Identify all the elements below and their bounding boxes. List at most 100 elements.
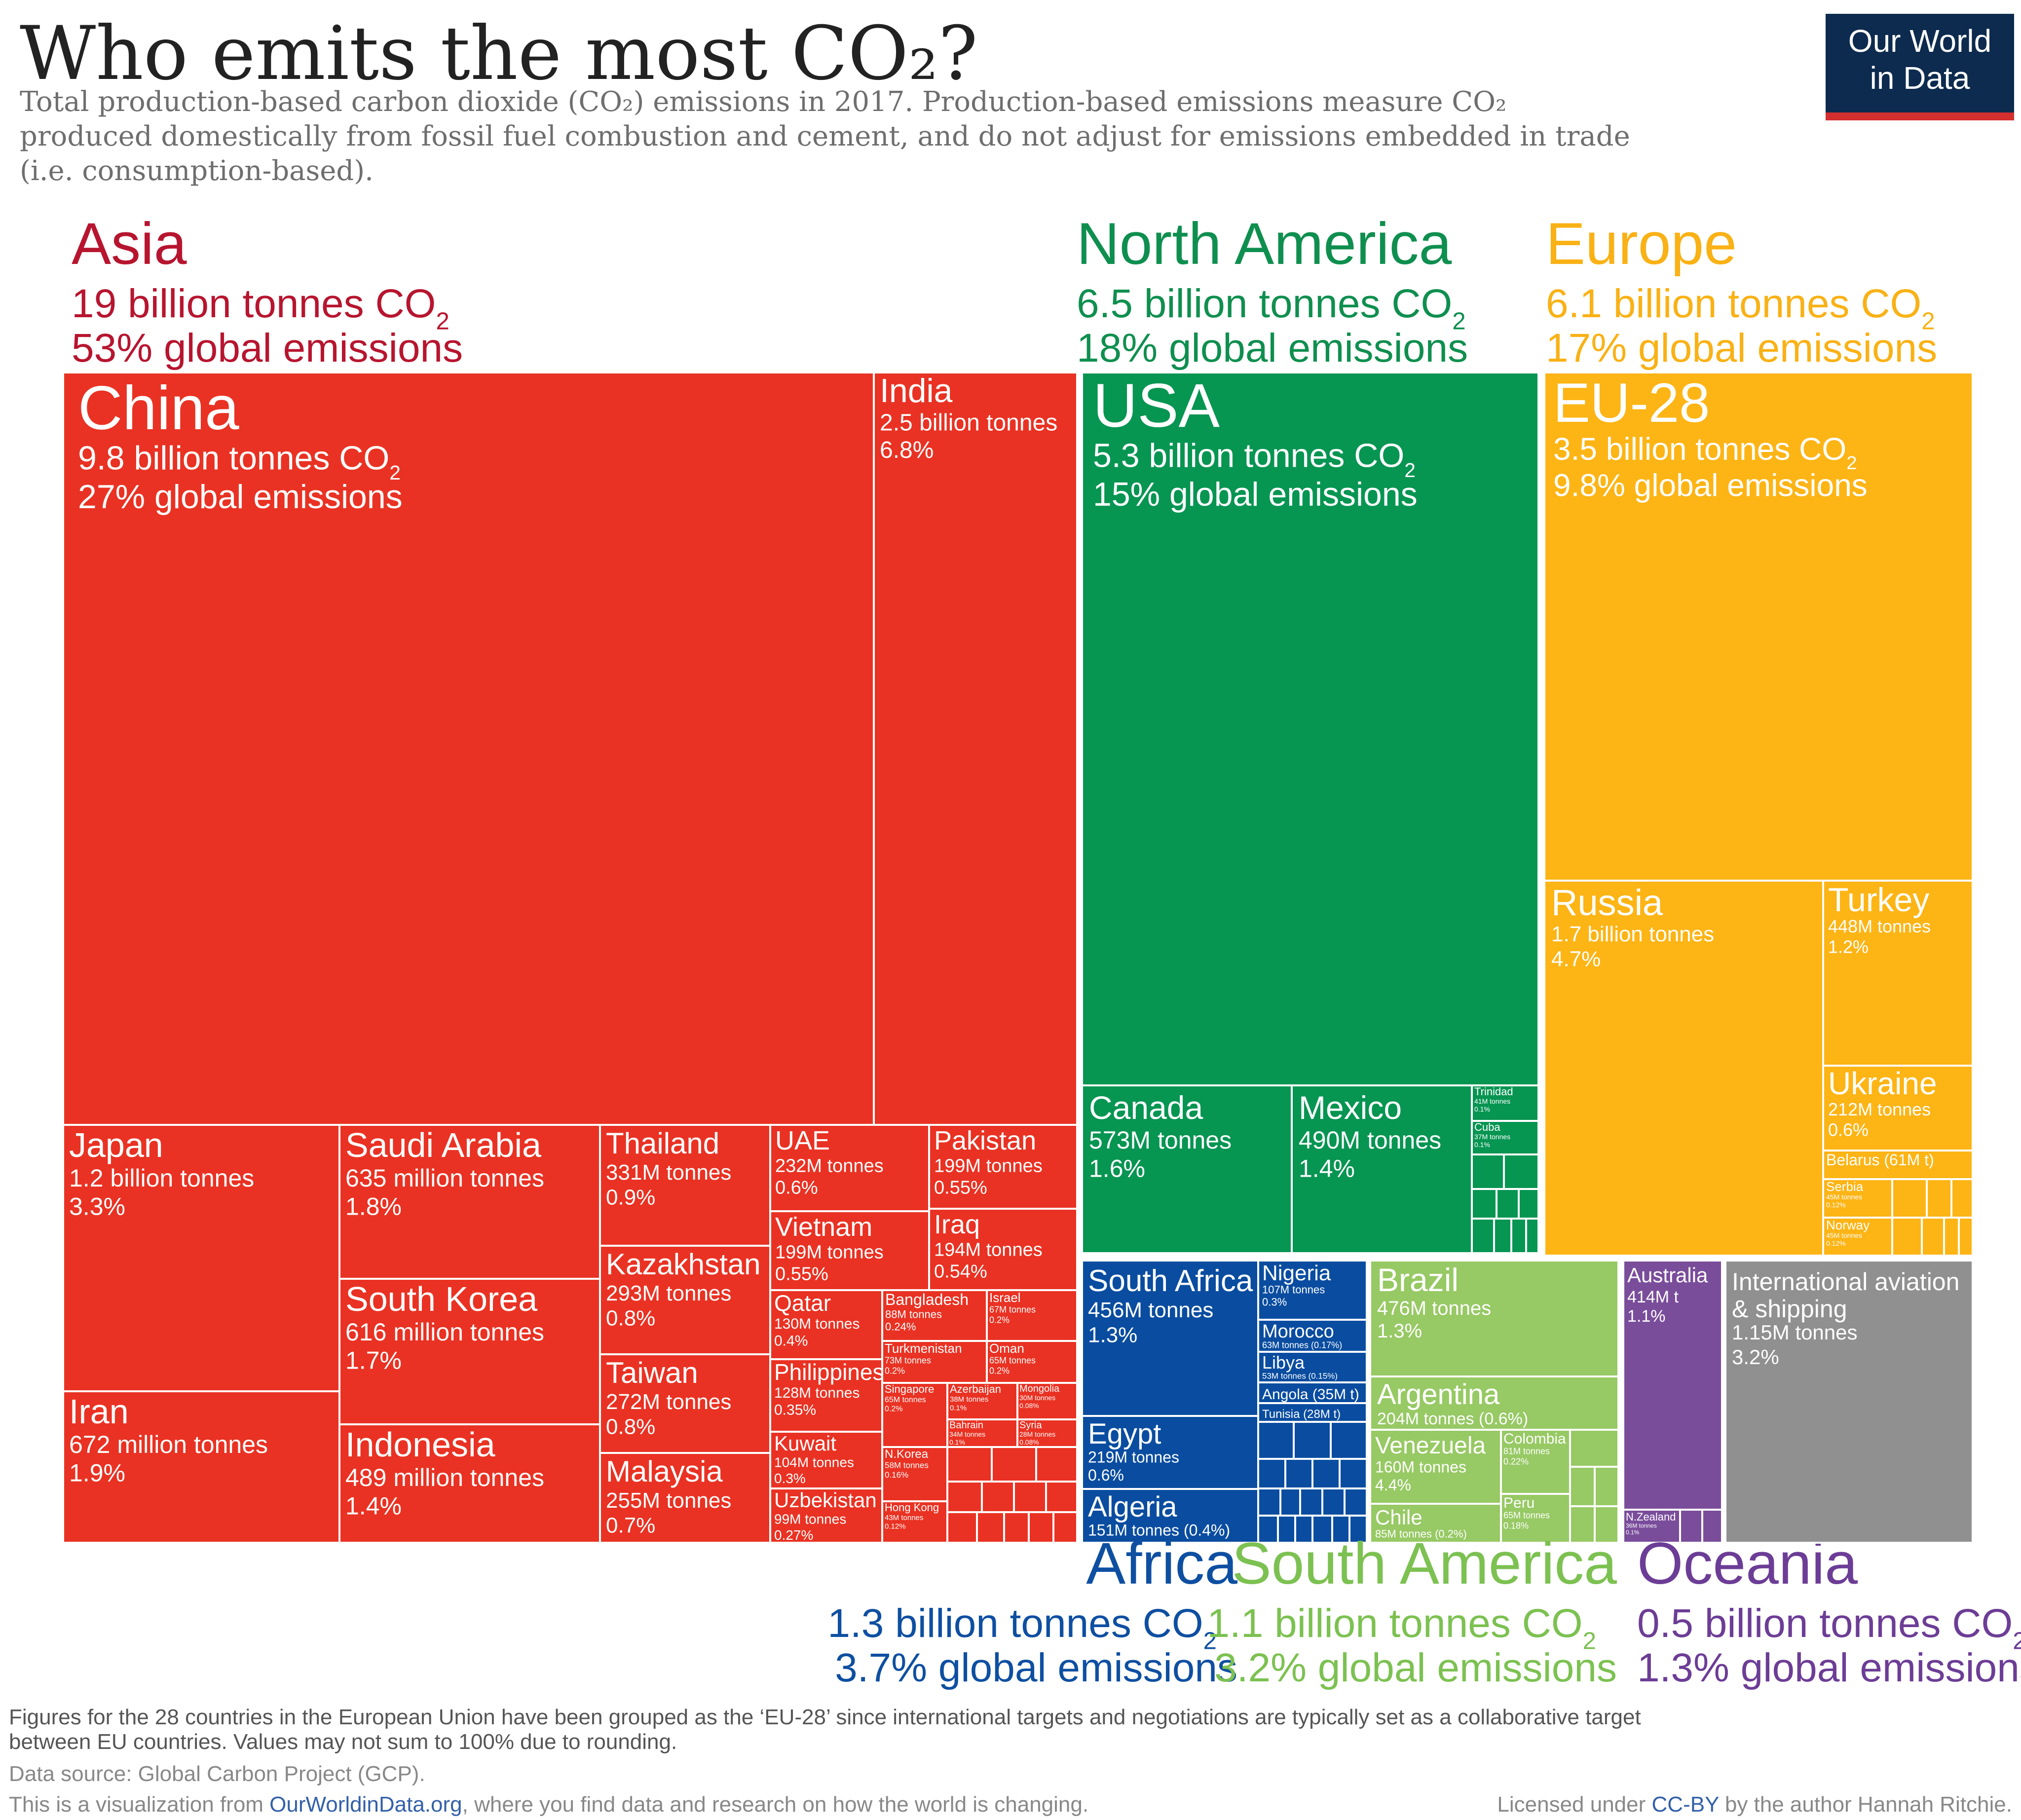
cell-algeria — [1081, 1488, 1259, 1544]
cell-name-colombia: Colombia — [1503, 1431, 1566, 1447]
cell-share-brazil: 1.3% — [1377, 1320, 1422, 1342]
cell-share-thailand: 0.9% — [606, 1185, 655, 1209]
cell-af-small-5 — [1284, 1458, 1313, 1489]
cell-af-small-18 — [1348, 1515, 1368, 1544]
cc-by-link[interactable]: CC-BY — [1652, 1792, 1720, 1817]
cell-share-vietnam: 0.55% — [775, 1263, 828, 1284]
cell-na-small-1 — [1471, 1153, 1505, 1190]
cell-share-turkey: 1.2% — [1828, 937, 1869, 957]
data-source: Data source: Global Carbon Project (GCP)… — [9, 1762, 425, 1786]
owid-link[interactable]: OurWorldinData.org — [269, 1792, 462, 1817]
cell-value-israel: 67M tonnes — [989, 1305, 1036, 1315]
cell-asia-small-1 — [946, 1446, 993, 1483]
cell-name-uzbekistan: Uzbekistan — [774, 1488, 877, 1512]
region-share-africa: 3.7% global emissions — [835, 1645, 1237, 1690]
cell-value-turkmenistan: 73M tonnes — [885, 1356, 931, 1366]
cell-value-japan: 1.2 billion tonnes — [69, 1164, 254, 1192]
cell-value-kuwait: 104M tonnes — [774, 1455, 854, 1470]
cell-name-thailand: Thailand — [606, 1127, 719, 1160]
cell-brazil — [1369, 1260, 1619, 1377]
region-total-north-america: 6.5 billion tonnes CO2 — [1077, 281, 1466, 335]
cell-asia-small-12 — [1052, 1511, 1078, 1544]
cell-name-hong-kong: Hong Kong — [885, 1501, 939, 1514]
cell-af-small-9 — [1279, 1487, 1301, 1517]
cell-share-south-africa: 1.3% — [1088, 1323, 1137, 1347]
cell-oc-small-2 — [1701, 1509, 1723, 1544]
region-total-europe: 6.1 billion tonnes CO2 — [1546, 281, 1935, 335]
cell-pakistan — [928, 1124, 1078, 1210]
cell-af-small-3 — [1330, 1421, 1368, 1460]
cell-asia-small-2 — [991, 1446, 1037, 1483]
cell-usa — [1081, 371, 1539, 1086]
cell-af-small-7 — [1339, 1458, 1368, 1489]
cell-value-azerbaijan: 38M tonnes — [950, 1395, 988, 1404]
cell-name-angola-35m-t: Angola (35M t) — [1262, 1386, 1359, 1403]
cell-name-international-line2: & shipping — [1732, 1295, 1847, 1323]
cell-na-small-8 — [1510, 1218, 1527, 1254]
owid-logo — [1826, 14, 2014, 120]
cell-share-international: 3.2% — [1732, 1345, 1779, 1369]
cell-name-mongolia: Mongolia — [1019, 1383, 1060, 1394]
cell-value-bangladesh: 88M tonnes — [885, 1308, 942, 1320]
cell-af-small-4 — [1257, 1458, 1286, 1489]
cell-thailand — [599, 1124, 771, 1247]
cell-share-colombia: 0.22% — [1503, 1456, 1529, 1466]
region-total-africa: 1.3 billion tonnes CO2 — [827, 1601, 1217, 1655]
cell-name-brazil: Brazil — [1377, 1262, 1459, 1298]
cell-name-canada: Canada — [1089, 1089, 1203, 1126]
cell-name-venezuela: Venezuela — [1375, 1433, 1486, 1459]
cell-share-canada: 1.6% — [1089, 1155, 1145, 1183]
cell-share-usa: 15% global emissions — [1093, 476, 1418, 513]
cell-value-n-zealand: 36M tonnes — [1626, 1522, 1657, 1529]
cell-share-iraq: 0.54% — [934, 1261, 987, 1282]
cell-af-small-1 — [1257, 1421, 1295, 1460]
cell-af-small-2 — [1293, 1421, 1332, 1460]
cell-name-pakistan: Pakistan — [934, 1126, 1036, 1155]
cell-share-bangladesh: 0.24% — [885, 1321, 916, 1333]
cell-share-mexico: 1.4% — [1299, 1155, 1355, 1183]
cell-share-india: 6.8% — [880, 437, 934, 463]
cell-value-philippines: 128M tonnes — [774, 1385, 860, 1401]
cell-value-vietnam: 199M tonnes — [775, 1242, 884, 1263]
cell-name-bahrain: Bahrain — [949, 1420, 983, 1431]
cell-name-bangladesh: Bangladesh — [885, 1291, 969, 1308]
cell-value-qatar: 130M tonnes — [774, 1316, 860, 1332]
cell-share-philippines: 0.35% — [774, 1402, 816, 1418]
cell-share-turkmenistan: 0.2% — [885, 1366, 905, 1375]
cell-value-morocco: 63M tonnes (0.17%) — [1262, 1340, 1342, 1350]
cell-share-singapore: 0.2% — [885, 1405, 902, 1413]
cell-share-trinidad: 0.1% — [1474, 1105, 1490, 1113]
cell-name-iran: Iran — [69, 1392, 129, 1431]
cell-vietnam — [769, 1210, 930, 1291]
region-label-asia: Asia — [72, 211, 187, 277]
cell-sa-small-1 — [1569, 1429, 1619, 1468]
cell-name-iraq: Iraq — [934, 1210, 980, 1239]
cell-name-malaysia: Malaysia — [606, 1455, 723, 1488]
cell-share-pakistan: 0.55% — [934, 1177, 987, 1198]
cell-eu-small-2 — [1926, 1178, 1952, 1219]
cell-share-oman: 0.2% — [989, 1366, 1010, 1375]
cell-name-trinidad: Trinidad — [1474, 1085, 1513, 1098]
cell-name-oman: Oman — [989, 1341, 1024, 1356]
cell-name-saudi-arabia: Saudi Arabia — [345, 1126, 541, 1164]
cell-value-mongolia: 30M tonnes — [1019, 1394, 1055, 1402]
region-share-south-america: 3.2% global emissions — [1214, 1645, 1617, 1690]
chart-title: Who emits the most CO₂? — [20, 11, 978, 97]
cell-value-thailand: 331M tonnes — [606, 1160, 731, 1185]
cell-value-trinidad: 41M tonnes — [1474, 1097, 1510, 1105]
cell-share-syria: 0.08% — [1019, 1438, 1039, 1446]
cell-name-israel: Israel — [989, 1290, 1021, 1305]
cell-value-chile: 85M tonnes (0.2%) — [1375, 1527, 1467, 1540]
cell-mexico — [1291, 1084, 1473, 1254]
cell-n-zealand — [1622, 1509, 1681, 1544]
cell-name-cuba: Cuba — [1474, 1121, 1500, 1133]
cell-af-small-12 — [1344, 1487, 1368, 1517]
cell-libya — [1257, 1351, 1368, 1383]
cell-eu-small-7 — [1958, 1217, 1974, 1257]
visualization-credit: This is a visualization from OurWorldinD… — [9, 1792, 1088, 1817]
cell-venezuela — [1369, 1429, 1502, 1505]
cell-af-small-10 — [1299, 1487, 1323, 1517]
cell-asia-small-3 — [1035, 1446, 1078, 1483]
cell-value-mexico: 490M tonnes — [1299, 1126, 1441, 1154]
cell-norway — [1822, 1217, 1893, 1257]
